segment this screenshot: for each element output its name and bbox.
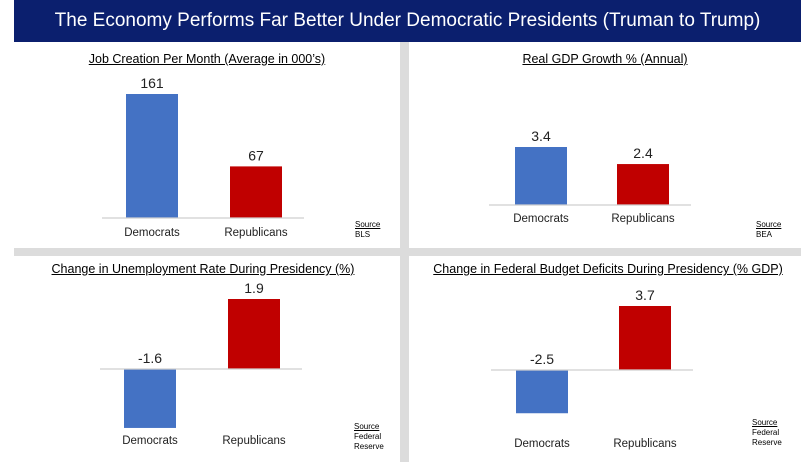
chart-plot: 3.4 Democrats 2.4 Republicans <box>489 128 691 225</box>
chart-plot: -2.5 Democrats 3.7 Republicans <box>491 287 693 450</box>
chart-panel-deficits: Change in Federal Budget Deficits During… <box>409 256 801 462</box>
data-label: 3.7 <box>635 287 655 303</box>
data-label: 161 <box>140 75 164 91</box>
bar-republicans <box>230 166 282 218</box>
source-line: Federal <box>354 432 382 441</box>
chart-title: Job Creation Per Month (Average in 000’s… <box>88 52 326 66</box>
chart-plot: -1.6 Democrats 1.9 Republicans <box>100 280 302 447</box>
source-label: Source <box>752 418 778 427</box>
chart-title: Real GDP Growth % (Annual) <box>522 52 688 66</box>
source-note: Source BEA <box>756 220 781 240</box>
chart-title: Change in Federal Budget Deficits During… <box>433 262 783 276</box>
source-label: Source <box>355 220 381 229</box>
category-label: Republicans <box>222 435 286 447</box>
source-line: BEA <box>756 230 773 239</box>
category-label: Republicans <box>613 438 677 450</box>
source-note: Source Federal Reserve <box>752 418 782 448</box>
bar-republicans <box>619 306 671 370</box>
source-label: Source <box>756 220 782 229</box>
category-label: Democrats <box>514 438 570 450</box>
bar-republicans <box>228 299 280 369</box>
chart-panel-gdp: Real GDP Growth % (Annual) 3.4 Democrats 2… <box>409 42 801 248</box>
data-label: -2.5 <box>530 351 554 367</box>
chart-plot: 161 Democrats 67 Republicans <box>102 75 304 239</box>
source-line: Reserve <box>752 438 782 447</box>
category-label: Democrats <box>122 435 178 447</box>
bar-democrats <box>516 370 568 414</box>
bar-democrats <box>515 147 567 205</box>
data-label: 1.9 <box>244 280 264 296</box>
source-line: Federal <box>752 428 780 437</box>
chart-title: Change in Unemployment Rate During Presi… <box>51 262 355 276</box>
data-label: 67 <box>248 147 264 163</box>
data-label: -1.6 <box>138 350 162 366</box>
data-label: 3.4 <box>531 128 551 144</box>
source-label: Source <box>354 422 380 431</box>
category-label: Republicans <box>224 227 288 239</box>
chart-panel-jobs: Job Creation Per Month (Average in 000’s… <box>14 42 400 248</box>
category-label: Democrats <box>513 213 569 225</box>
category-label: Republicans <box>611 213 675 225</box>
bar-democrats <box>126 94 178 218</box>
page-title: The Economy Performs Far Better Under De… <box>14 0 801 42</box>
source-line: BLS <box>355 230 371 239</box>
chart-panel-unemployment: Change in Unemployment Rate During Presi… <box>14 256 400 462</box>
bar-democrats <box>124 369 176 428</box>
source-note: Source Federal Reserve <box>354 422 384 452</box>
horizontal-divider <box>14 248 801 256</box>
category-label: Democrats <box>124 227 180 239</box>
data-label: 2.4 <box>633 145 653 161</box>
source-note: Source BLS <box>355 220 380 240</box>
source-line: Reserve <box>354 442 384 451</box>
bar-republicans <box>617 164 669 205</box>
